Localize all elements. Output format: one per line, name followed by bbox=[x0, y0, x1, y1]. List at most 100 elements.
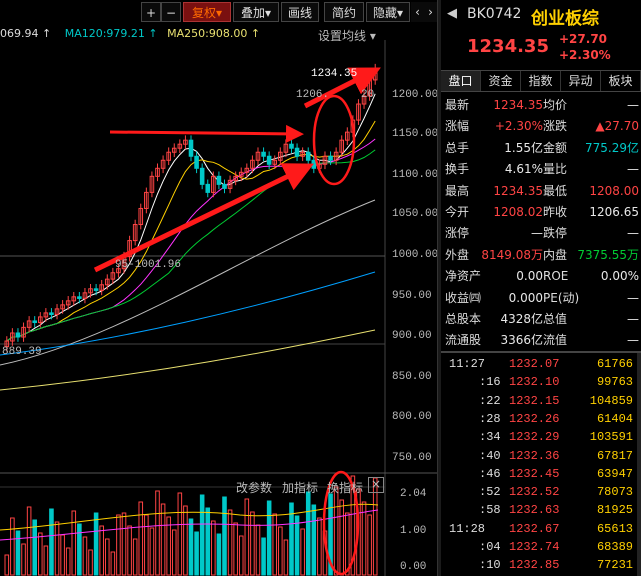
fuquan-dropdown[interactable]: 复权▾ bbox=[183, 2, 231, 22]
quote-label: ROE bbox=[543, 269, 569, 284]
volume-bar bbox=[60, 534, 65, 576]
volume-bar bbox=[10, 517, 15, 576]
tick-row: 11:28 1232.67 65613 bbox=[441, 521, 637, 538]
candle bbox=[144, 191, 149, 209]
volume-bar bbox=[37, 532, 43, 576]
quote-value: 3366亿 bbox=[500, 333, 543, 348]
tick-volume: 103591 bbox=[589, 430, 633, 445]
volume-bar bbox=[194, 531, 199, 576]
candle bbox=[311, 159, 317, 169]
candle bbox=[10, 332, 15, 342]
panel-divider[interactable] bbox=[437, 0, 442, 576]
tab-3[interactable]: 异动 bbox=[561, 71, 601, 91]
tick-time: :34 bbox=[479, 430, 501, 445]
tab-4[interactable]: 板块 bbox=[601, 71, 641, 91]
volume-bar bbox=[144, 514, 149, 576]
add-indicator-button[interactable]: 加指标 bbox=[282, 481, 319, 495]
volume-bar bbox=[177, 492, 183, 576]
quote-label: 收益㈣ bbox=[445, 290, 482, 305]
quote-value: 0.00% bbox=[600, 269, 639, 284]
candle bbox=[283, 143, 289, 153]
tick-volume: 61404 bbox=[596, 411, 633, 426]
quote-value: 7375.55万 bbox=[577, 247, 639, 262]
tick-time: 11:28 bbox=[449, 521, 486, 536]
diejia-dropdown[interactable]: 叠加▾ bbox=[233, 2, 279, 22]
price-tick-label: 1050.00 bbox=[392, 208, 439, 220]
quote-label: 内盘 bbox=[543, 247, 568, 262]
tick-time: :46 bbox=[479, 466, 501, 481]
candle bbox=[88, 288, 93, 294]
tick-price: 1232.07 bbox=[509, 357, 560, 371]
candle bbox=[183, 139, 188, 145]
zoom-out-button[interactable]: − bbox=[161, 2, 181, 22]
candle bbox=[250, 159, 255, 169]
quote-value: 1.55亿 bbox=[504, 140, 543, 155]
current-price: 1234.35 bbox=[467, 36, 549, 57]
quote-value: 1234.35 bbox=[493, 98, 543, 112]
volume-bar bbox=[26, 506, 32, 576]
candle bbox=[127, 240, 132, 258]
quote-value: 775.29亿 bbox=[585, 140, 639, 155]
tab-1[interactable]: 资金 bbox=[481, 71, 521, 91]
volume-ma-line bbox=[0, 503, 379, 531]
quote-value: 1234.35 bbox=[493, 183, 543, 198]
jianyue-button[interactable]: 简约 bbox=[324, 2, 364, 22]
volume-bar bbox=[266, 500, 272, 576]
volume-bar bbox=[294, 515, 300, 576]
volume-bar bbox=[93, 512, 99, 576]
volume-bar bbox=[305, 491, 311, 576]
tick-volume: 77231 bbox=[596, 558, 633, 573]
candle bbox=[356, 103, 361, 121]
quote-panel: ◀ BK0742 创业板综 1234.35 +27.70 +2.30% 盘口 资金… bbox=[441, 0, 641, 576]
collapse-arrow-icon[interactable]: ◀ bbox=[447, 6, 457, 21]
close-indicator-button[interactable]: × bbox=[368, 477, 384, 493]
candle bbox=[4, 340, 10, 348]
price-tick-label: 1150.00 bbox=[392, 128, 439, 140]
quote-label: 今开 bbox=[445, 205, 470, 219]
volume-bar bbox=[166, 516, 171, 576]
tab-2[interactable]: 指数 bbox=[521, 71, 561, 91]
volume-bar bbox=[110, 551, 116, 576]
prev-high-label-2: 20 bbox=[361, 89, 375, 101]
quote-value: — bbox=[627, 290, 639, 305]
volume-bar bbox=[32, 519, 37, 576]
tick-volume: 67817 bbox=[596, 448, 633, 463]
tick-time: :52 bbox=[479, 485, 501, 500]
candle bbox=[361, 95, 367, 105]
zoom-in-button[interactable]: + bbox=[141, 2, 161, 22]
yincang-dropdown[interactable]: 隐藏▾ bbox=[366, 2, 410, 22]
tick-volume: 65613 bbox=[596, 521, 633, 536]
tick-row: :52 1232.52 78073 bbox=[441, 484, 637, 501]
candle bbox=[278, 151, 283, 161]
volume-bar bbox=[155, 490, 160, 576]
next-arrow-button[interactable]: › bbox=[424, 2, 437, 22]
tune-params-button[interactable]: 改参数 bbox=[236, 481, 273, 495]
volume-bar bbox=[43, 545, 49, 576]
tick-price: 1232.10 bbox=[509, 375, 560, 390]
huaxian-button[interactable]: 画线 bbox=[281, 2, 319, 22]
kline-chart-area[interactable]: + − 复权▾ 叠加▾ 画线 简约 隐藏▾ ‹ › 069.94 ↑ MA120… bbox=[0, 0, 439, 576]
tab-0[interactable]: 盘口 bbox=[441, 71, 481, 91]
quote-value: 4328亿 bbox=[500, 312, 543, 326]
quote-value: ▲27.70 bbox=[595, 119, 639, 134]
candle bbox=[71, 296, 77, 302]
volume-bar bbox=[116, 514, 121, 576]
candle bbox=[211, 175, 216, 193]
quote-value: 0.000 bbox=[508, 290, 543, 305]
volume-bar bbox=[104, 538, 110, 576]
volume-bar bbox=[272, 513, 278, 576]
volume-bar bbox=[345, 512, 350, 576]
ma-settings-dropdown[interactable]: 设置均线 ▾ bbox=[318, 29, 376, 43]
change-indicator-button[interactable]: 换指标 bbox=[327, 481, 364, 495]
volume-bar bbox=[300, 528, 305, 576]
tick-scrollbar[interactable] bbox=[637, 353, 641, 576]
candle bbox=[116, 268, 121, 274]
volume-bar bbox=[205, 507, 211, 576]
volume-bar bbox=[311, 504, 317, 576]
volume-bar bbox=[222, 496, 227, 576]
prev-arrow-button[interactable]: ‹ bbox=[411, 2, 424, 22]
tick-volume: 61766 bbox=[596, 357, 633, 371]
volume-bar bbox=[255, 524, 261, 576]
price-tick-label: 950.00 bbox=[392, 290, 432, 302]
quote-label: 总值 bbox=[543, 312, 568, 326]
